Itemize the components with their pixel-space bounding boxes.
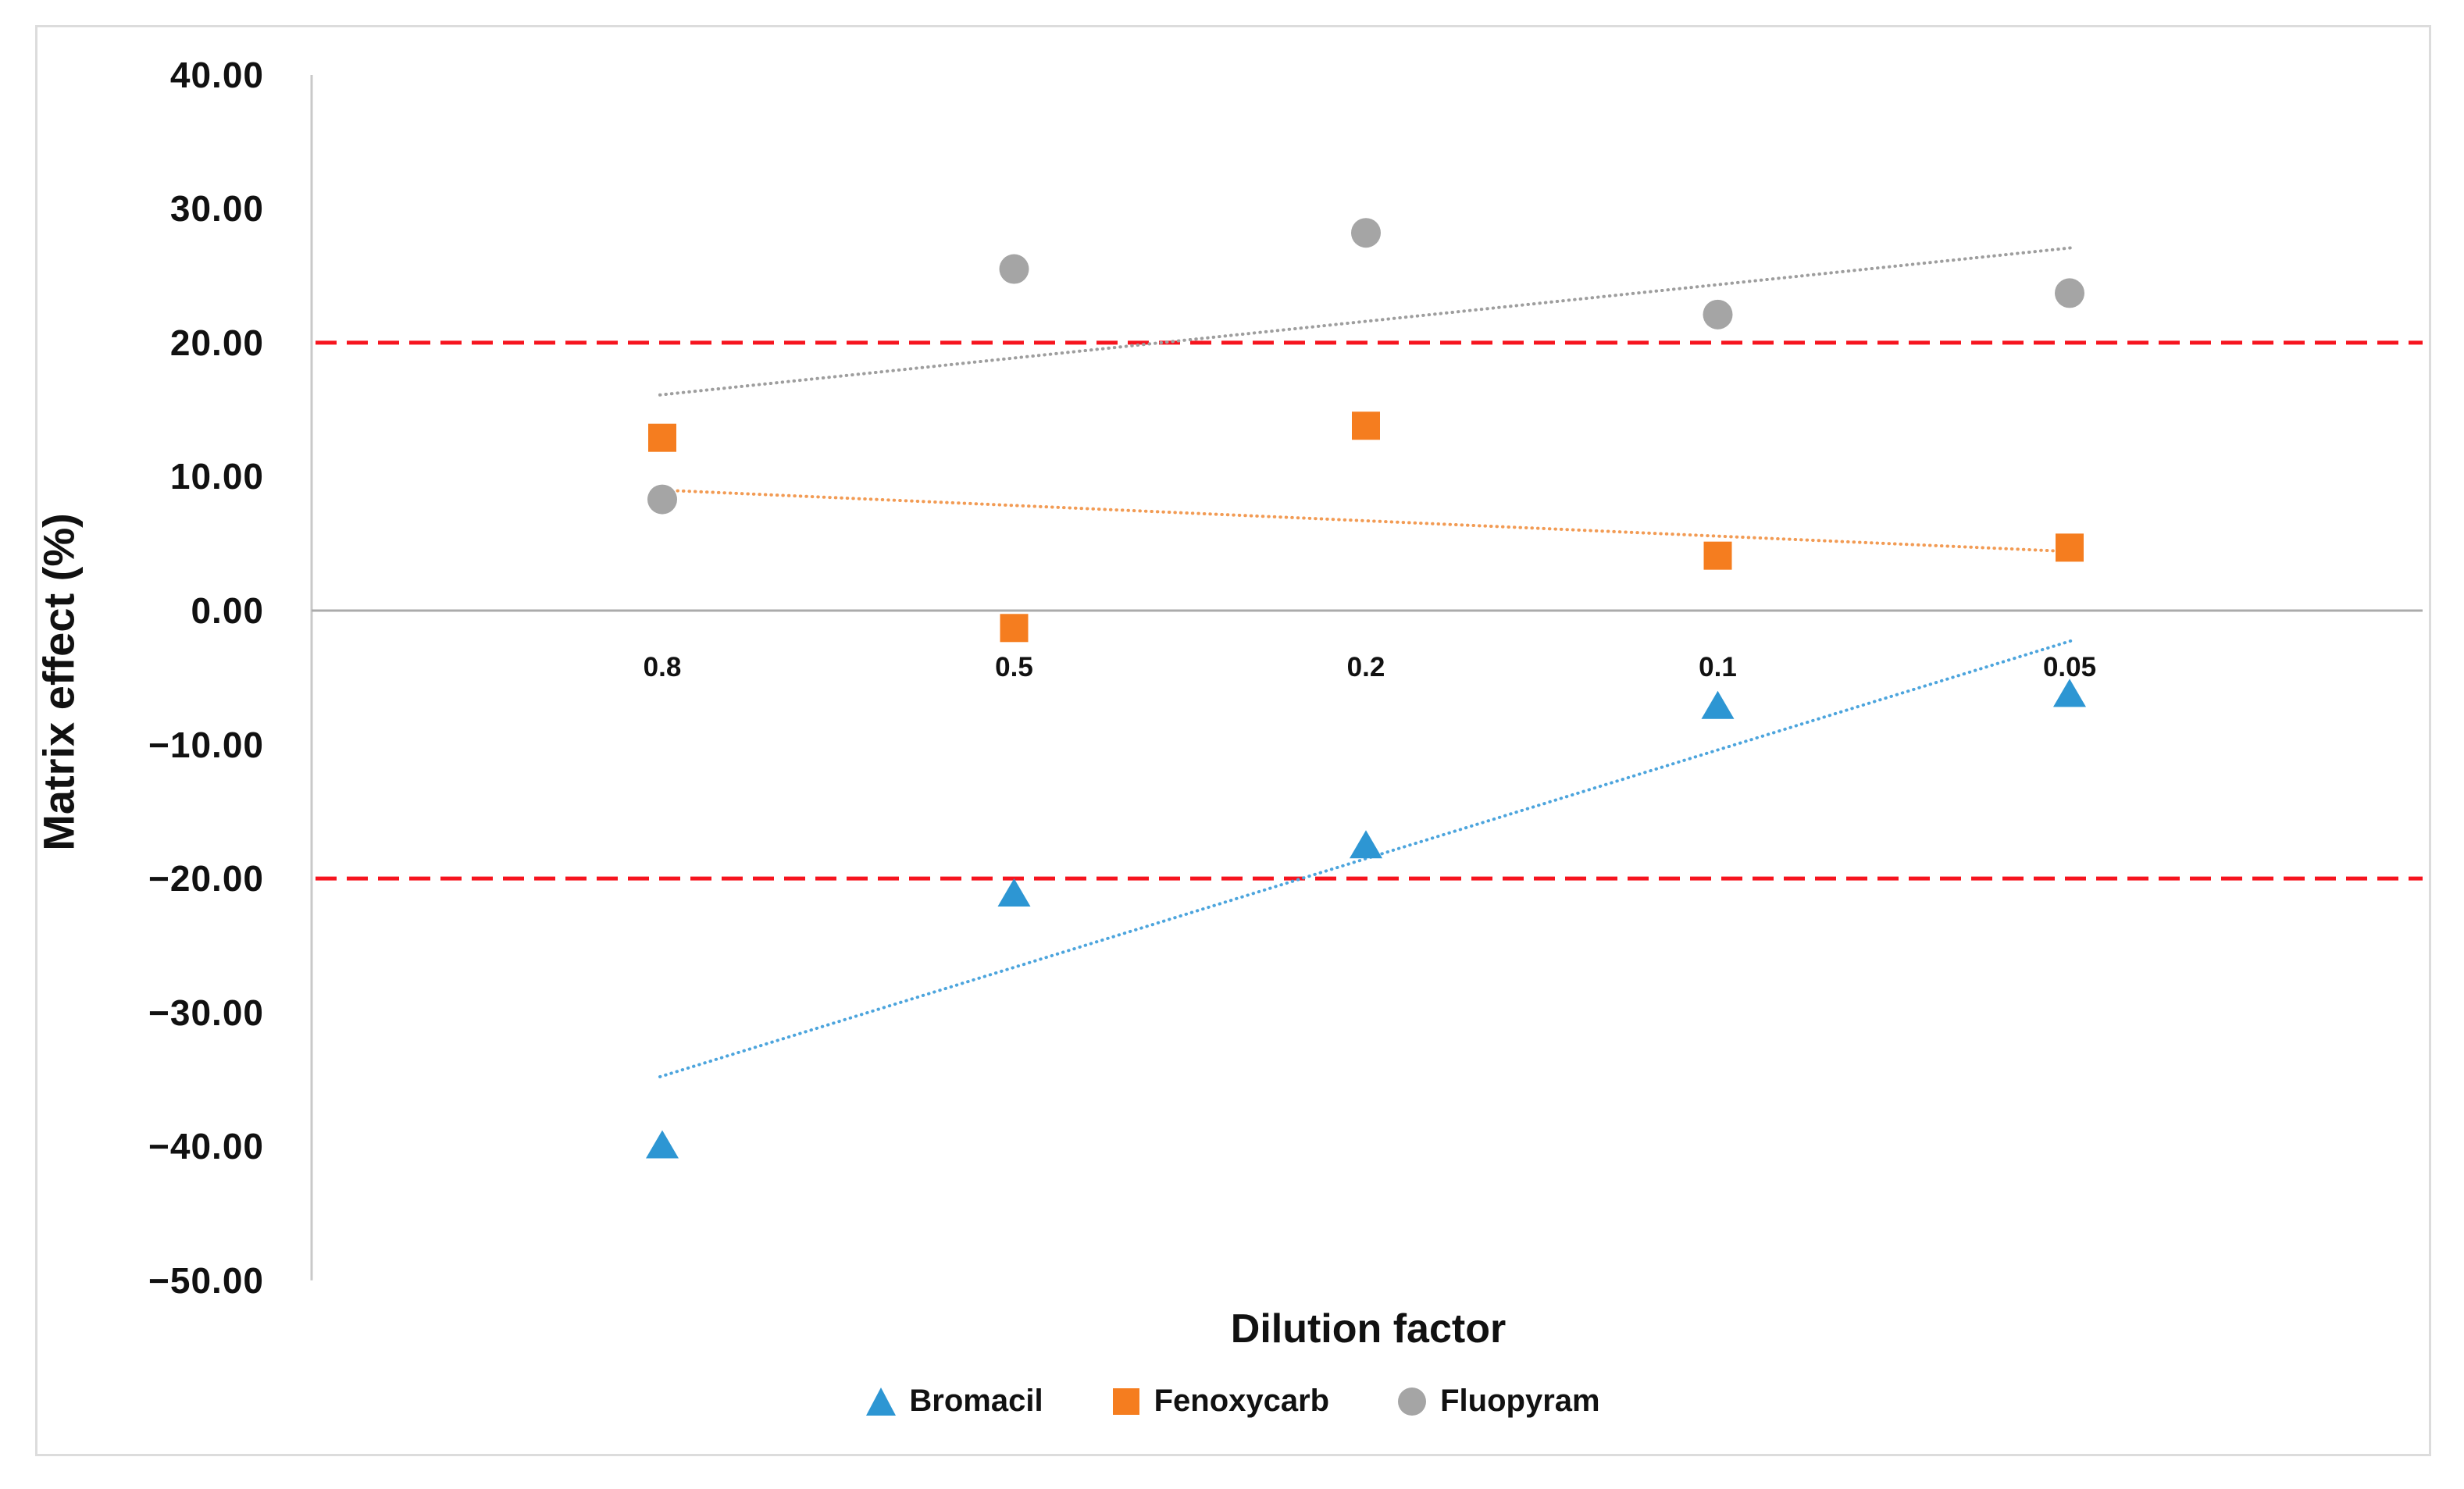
y-tick--30: −30.00 [148, 992, 264, 1033]
x-tick-0.2: 0.2 [1346, 652, 1385, 682]
trendline-fenoxycarb [658, 488, 2075, 554]
legend-label-fluopyram: Fluopyram [1440, 1384, 1600, 1418]
marker-fenoxycarb-0.5 [1000, 614, 1029, 643]
trendline-bromacil [658, 638, 2075, 1079]
y-tick--50: −50.00 [148, 1259, 264, 1301]
triangle-icon [866, 1387, 897, 1416]
legend-item-bromacil: Bromacil [864, 1384, 1043, 1419]
trendline-fluopyram [658, 246, 2075, 397]
marker-fenoxycarb-0.8 [648, 423, 676, 452]
y-tick--10: −10.00 [148, 724, 264, 765]
marker-bromacil-0.5 [997, 878, 1031, 907]
y-tick-10: 10.00 [169, 456, 264, 497]
marker-fluopyram-0.2 [1351, 218, 1381, 248]
square-glyph [1112, 1387, 1139, 1415]
marker-fluopyram-0.05 [2055, 278, 2084, 308]
square-icon [1112, 1387, 1139, 1415]
x-tick-0.05: 0.05 [2042, 652, 2097, 682]
x-tick-0.8: 0.8 [643, 652, 682, 682]
y-tick-30: 30.00 [169, 188, 264, 230]
marker-fluopyram-0.8 [647, 484, 677, 515]
y-tick-40: 40.00 [169, 54, 264, 95]
y-tick-20: 20.00 [169, 322, 264, 363]
marker-fenoxycarb-0.2 [1352, 411, 1380, 440]
legend-label-bromacil: Bromacil [909, 1384, 1043, 1418]
marker-bromacil-0.05 [2053, 679, 2086, 707]
x-axis-title: Dilution factor [1230, 1306, 1507, 1352]
marker-bromacil-0.1 [1701, 690, 1735, 719]
y-tick--40: −40.00 [148, 1126, 264, 1167]
marker-fenoxycarb-0.1 [1703, 541, 1732, 570]
y-axis-title: Matrix effect (%) [34, 513, 84, 851]
y-tick-0: 0.00 [191, 590, 264, 631]
legend-item-fenoxycarb: Fenoxycarb [1109, 1384, 1330, 1419]
x-tick-0.1: 0.1 [1699, 652, 1737, 682]
marker-fluopyram-0.5 [999, 254, 1029, 284]
circle-glyph [1398, 1387, 1427, 1416]
x-tick-0.5: 0.5 [995, 652, 1033, 682]
y-tick--20: −20.00 [148, 858, 264, 899]
marker-fluopyram-0.1 [1703, 299, 1733, 330]
marker-fenoxycarb-0.05 [2056, 533, 2084, 562]
triangle-glyph [866, 1387, 897, 1416]
legend-item-fluopyram: Fluopyram [1395, 1384, 1600, 1419]
legend: Bromacil Fenoxycarb Fluopyram [0, 1384, 2464, 1419]
chart-outer-border [35, 25, 2431, 1456]
marker-bromacil-0.8 [646, 1130, 679, 1159]
circle-icon [1398, 1387, 1427, 1416]
marker-bromacil-0.2 [1350, 830, 1382, 859]
legend-label-fenoxycarb: Fenoxycarb [1154, 1384, 1330, 1418]
